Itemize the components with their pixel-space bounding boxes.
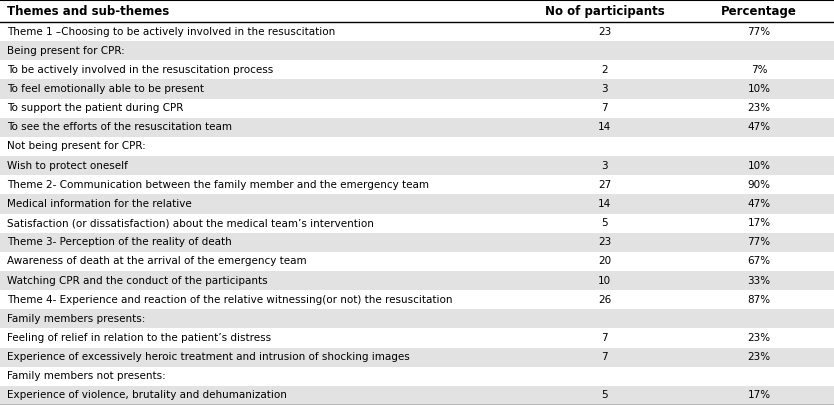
- Text: 23: 23: [598, 27, 611, 36]
- Bar: [0, 213, 834, 232]
- Text: 3: 3: [601, 84, 608, 94]
- Bar: [0, 79, 834, 98]
- Text: Feeling of relief in relation to the patient’s distress: Feeling of relief in relation to the pat…: [7, 333, 271, 343]
- Bar: [0, 271, 834, 290]
- Text: Theme 2- Communication between the family member and the emergency team: Theme 2- Communication between the famil…: [7, 180, 429, 190]
- Text: 77%: 77%: [747, 27, 771, 36]
- Text: Watching CPR and the conduct of the participants: Watching CPR and the conduct of the part…: [7, 275, 267, 286]
- Bar: [0, 328, 834, 347]
- Text: 17%: 17%: [747, 390, 771, 401]
- Bar: [0, 386, 834, 405]
- Bar: [0, 118, 834, 137]
- Text: 23%: 23%: [747, 103, 771, 113]
- Text: Experience of violence, brutality and dehumanization: Experience of violence, brutality and de…: [7, 390, 287, 401]
- Text: 5: 5: [601, 218, 608, 228]
- Text: 7%: 7%: [751, 65, 767, 75]
- Text: 47%: 47%: [747, 122, 771, 132]
- Bar: [0, 175, 834, 194]
- Text: 23%: 23%: [747, 352, 771, 362]
- Text: No of participants: No of participants: [545, 4, 665, 17]
- Text: 23%: 23%: [747, 333, 771, 343]
- Text: 10%: 10%: [747, 84, 771, 94]
- Text: 27: 27: [598, 180, 611, 190]
- Bar: [0, 194, 834, 213]
- Text: Wish to protect oneself: Wish to protect oneself: [7, 161, 128, 171]
- Text: 67%: 67%: [747, 256, 771, 266]
- Text: 7: 7: [601, 352, 608, 362]
- Text: Experience of excessively heroic treatment and intrusion of shocking images: Experience of excessively heroic treatme…: [7, 352, 409, 362]
- Text: 23: 23: [598, 237, 611, 247]
- Text: Medical information for the relative: Medical information for the relative: [7, 199, 192, 209]
- Text: Themes and sub-themes: Themes and sub-themes: [7, 4, 169, 17]
- Text: 14: 14: [598, 122, 611, 132]
- Text: 77%: 77%: [747, 237, 771, 247]
- Text: Satisfaction (or dissatisfaction) about the medical team’s intervention: Satisfaction (or dissatisfaction) about …: [7, 218, 374, 228]
- Text: 14: 14: [598, 199, 611, 209]
- Text: Family members not presents:: Family members not presents:: [7, 371, 165, 381]
- Text: 20: 20: [598, 256, 611, 266]
- Text: To be actively involved in the resuscitation process: To be actively involved in the resuscita…: [7, 65, 273, 75]
- Text: 47%: 47%: [747, 199, 771, 209]
- Text: To feel emotionally able to be present: To feel emotionally able to be present: [7, 84, 203, 94]
- Text: Not being present for CPR:: Not being present for CPR:: [7, 141, 145, 151]
- Bar: [0, 0, 834, 22]
- Bar: [0, 252, 834, 271]
- Text: Family members presents:: Family members presents:: [7, 314, 145, 324]
- Text: To support the patient during CPR: To support the patient during CPR: [7, 103, 183, 113]
- Text: Awareness of death at the arrival of the emergency team: Awareness of death at the arrival of the…: [7, 256, 306, 266]
- Text: 90%: 90%: [747, 180, 771, 190]
- Bar: [0, 309, 834, 328]
- Text: 7: 7: [601, 103, 608, 113]
- Bar: [0, 98, 834, 118]
- Text: 7: 7: [601, 333, 608, 343]
- Text: 17%: 17%: [747, 218, 771, 228]
- Text: Theme 3- Perception of the reality of death: Theme 3- Perception of the reality of de…: [7, 237, 231, 247]
- Bar: [0, 232, 834, 252]
- Text: 3: 3: [601, 161, 608, 171]
- Text: Theme 4- Experience and reaction of the relative witnessing(or not) the resuscit: Theme 4- Experience and reaction of the …: [7, 295, 452, 305]
- Text: Theme 1 –Choosing to be actively involved in the resuscitation: Theme 1 –Choosing to be actively involve…: [7, 27, 335, 36]
- Bar: [0, 347, 834, 367]
- Text: 26: 26: [598, 295, 611, 305]
- Bar: [0, 137, 834, 156]
- Text: 10%: 10%: [747, 161, 771, 171]
- Text: 2: 2: [601, 65, 608, 75]
- Bar: [0, 41, 834, 60]
- Bar: [0, 22, 834, 41]
- Text: 87%: 87%: [747, 295, 771, 305]
- Text: Percentage: Percentage: [721, 4, 796, 17]
- Text: To see the efforts of the resuscitation team: To see the efforts of the resuscitation …: [7, 122, 232, 132]
- Bar: [0, 60, 834, 79]
- Text: 33%: 33%: [747, 275, 771, 286]
- Text: Being present for CPR:: Being present for CPR:: [7, 46, 124, 56]
- Text: 10: 10: [598, 275, 611, 286]
- Bar: [0, 156, 834, 175]
- Bar: [0, 290, 834, 309]
- Bar: [0, 367, 834, 386]
- Text: 5: 5: [601, 390, 608, 401]
